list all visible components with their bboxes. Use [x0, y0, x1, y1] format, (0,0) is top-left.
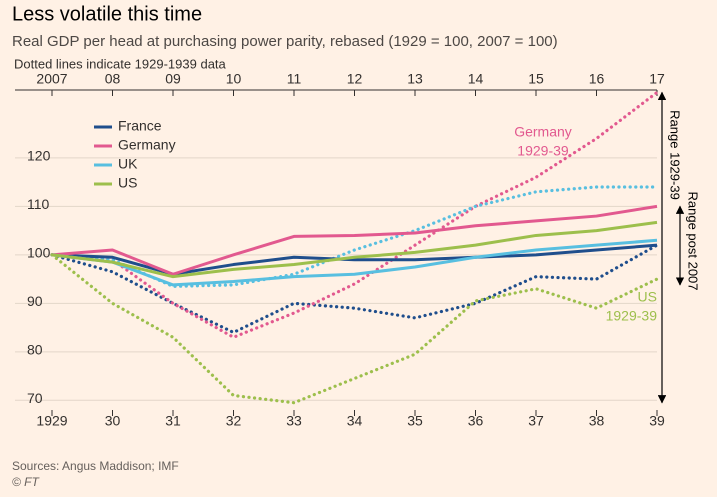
y-tick-label: 120	[27, 148, 51, 164]
top-tick-label: 10	[226, 71, 242, 87]
x-tick-label: 33	[286, 413, 302, 429]
y-tick-label: 100	[27, 245, 51, 261]
top-tick-label: 17	[649, 71, 665, 87]
top-tick-label: 2007	[36, 71, 67, 87]
x-tick-label: 34	[347, 413, 363, 429]
top-tick-label: 12	[347, 71, 363, 87]
top-tick-label: 14	[468, 71, 484, 87]
series-line	[51, 204, 658, 276]
top-tick-label: 08	[105, 71, 121, 87]
chart-note: Dotted lines indicate 1929-1939 data	[14, 56, 227, 71]
plot: 70 80 90 100 110 120 2007 1929 08 30 09 31 10 32 11 33 1…	[15, 71, 701, 429]
top-tick-label: 16	[589, 71, 605, 87]
range-label: Range post 2007	[686, 191, 701, 290]
annotation: 1929-39	[517, 143, 569, 159]
annotation: US	[638, 289, 657, 305]
range-label: Range 1929-39	[668, 110, 683, 200]
legend-label: UK	[118, 156, 138, 172]
source: Sources: Angus Maddison; IMF	[12, 459, 179, 473]
dotted-line	[50, 185, 659, 288]
y-tick-label: 80	[27, 342, 43, 358]
chart-title: Less volatile this time	[12, 3, 202, 25]
x-tick-label: 31	[165, 413, 181, 429]
y-tick-label: 70	[27, 390, 43, 406]
x-tick-label: 37	[528, 413, 544, 429]
top-tick-label: 15	[528, 71, 544, 87]
dotted-line	[50, 243, 659, 335]
top-tick-label: 09	[165, 71, 181, 87]
dotted-line	[50, 253, 659, 405]
x-tick-label: 39	[649, 413, 665, 429]
annotation: 1929-39	[606, 308, 658, 324]
x-tick-label: 30	[105, 413, 121, 429]
series-line	[51, 243, 658, 276]
annotation: Germany	[514, 124, 572, 140]
credit: © FT	[12, 475, 41, 489]
legend-label: France	[118, 118, 162, 134]
x-tick-label: 1929	[36, 413, 67, 429]
x-tick-label: 35	[407, 413, 423, 429]
x-tick-label: 32	[226, 413, 242, 429]
x-tick-label: 38	[589, 413, 605, 429]
top-tick-label: 13	[407, 71, 423, 87]
y-tick-label: 110	[27, 196, 50, 212]
dotted-line	[50, 90, 659, 339]
y-tick-label: 90	[27, 293, 43, 309]
top-tick-label: 11	[287, 71, 302, 87]
series-line	[51, 238, 658, 287]
chart-subtitle: Real GDP per head at purchasing power pa…	[12, 33, 558, 50]
legend-label: US	[118, 175, 137, 191]
legend-label: Germany	[118, 137, 176, 153]
x-tick-label: 36	[468, 413, 484, 429]
series-line	[51, 220, 658, 279]
